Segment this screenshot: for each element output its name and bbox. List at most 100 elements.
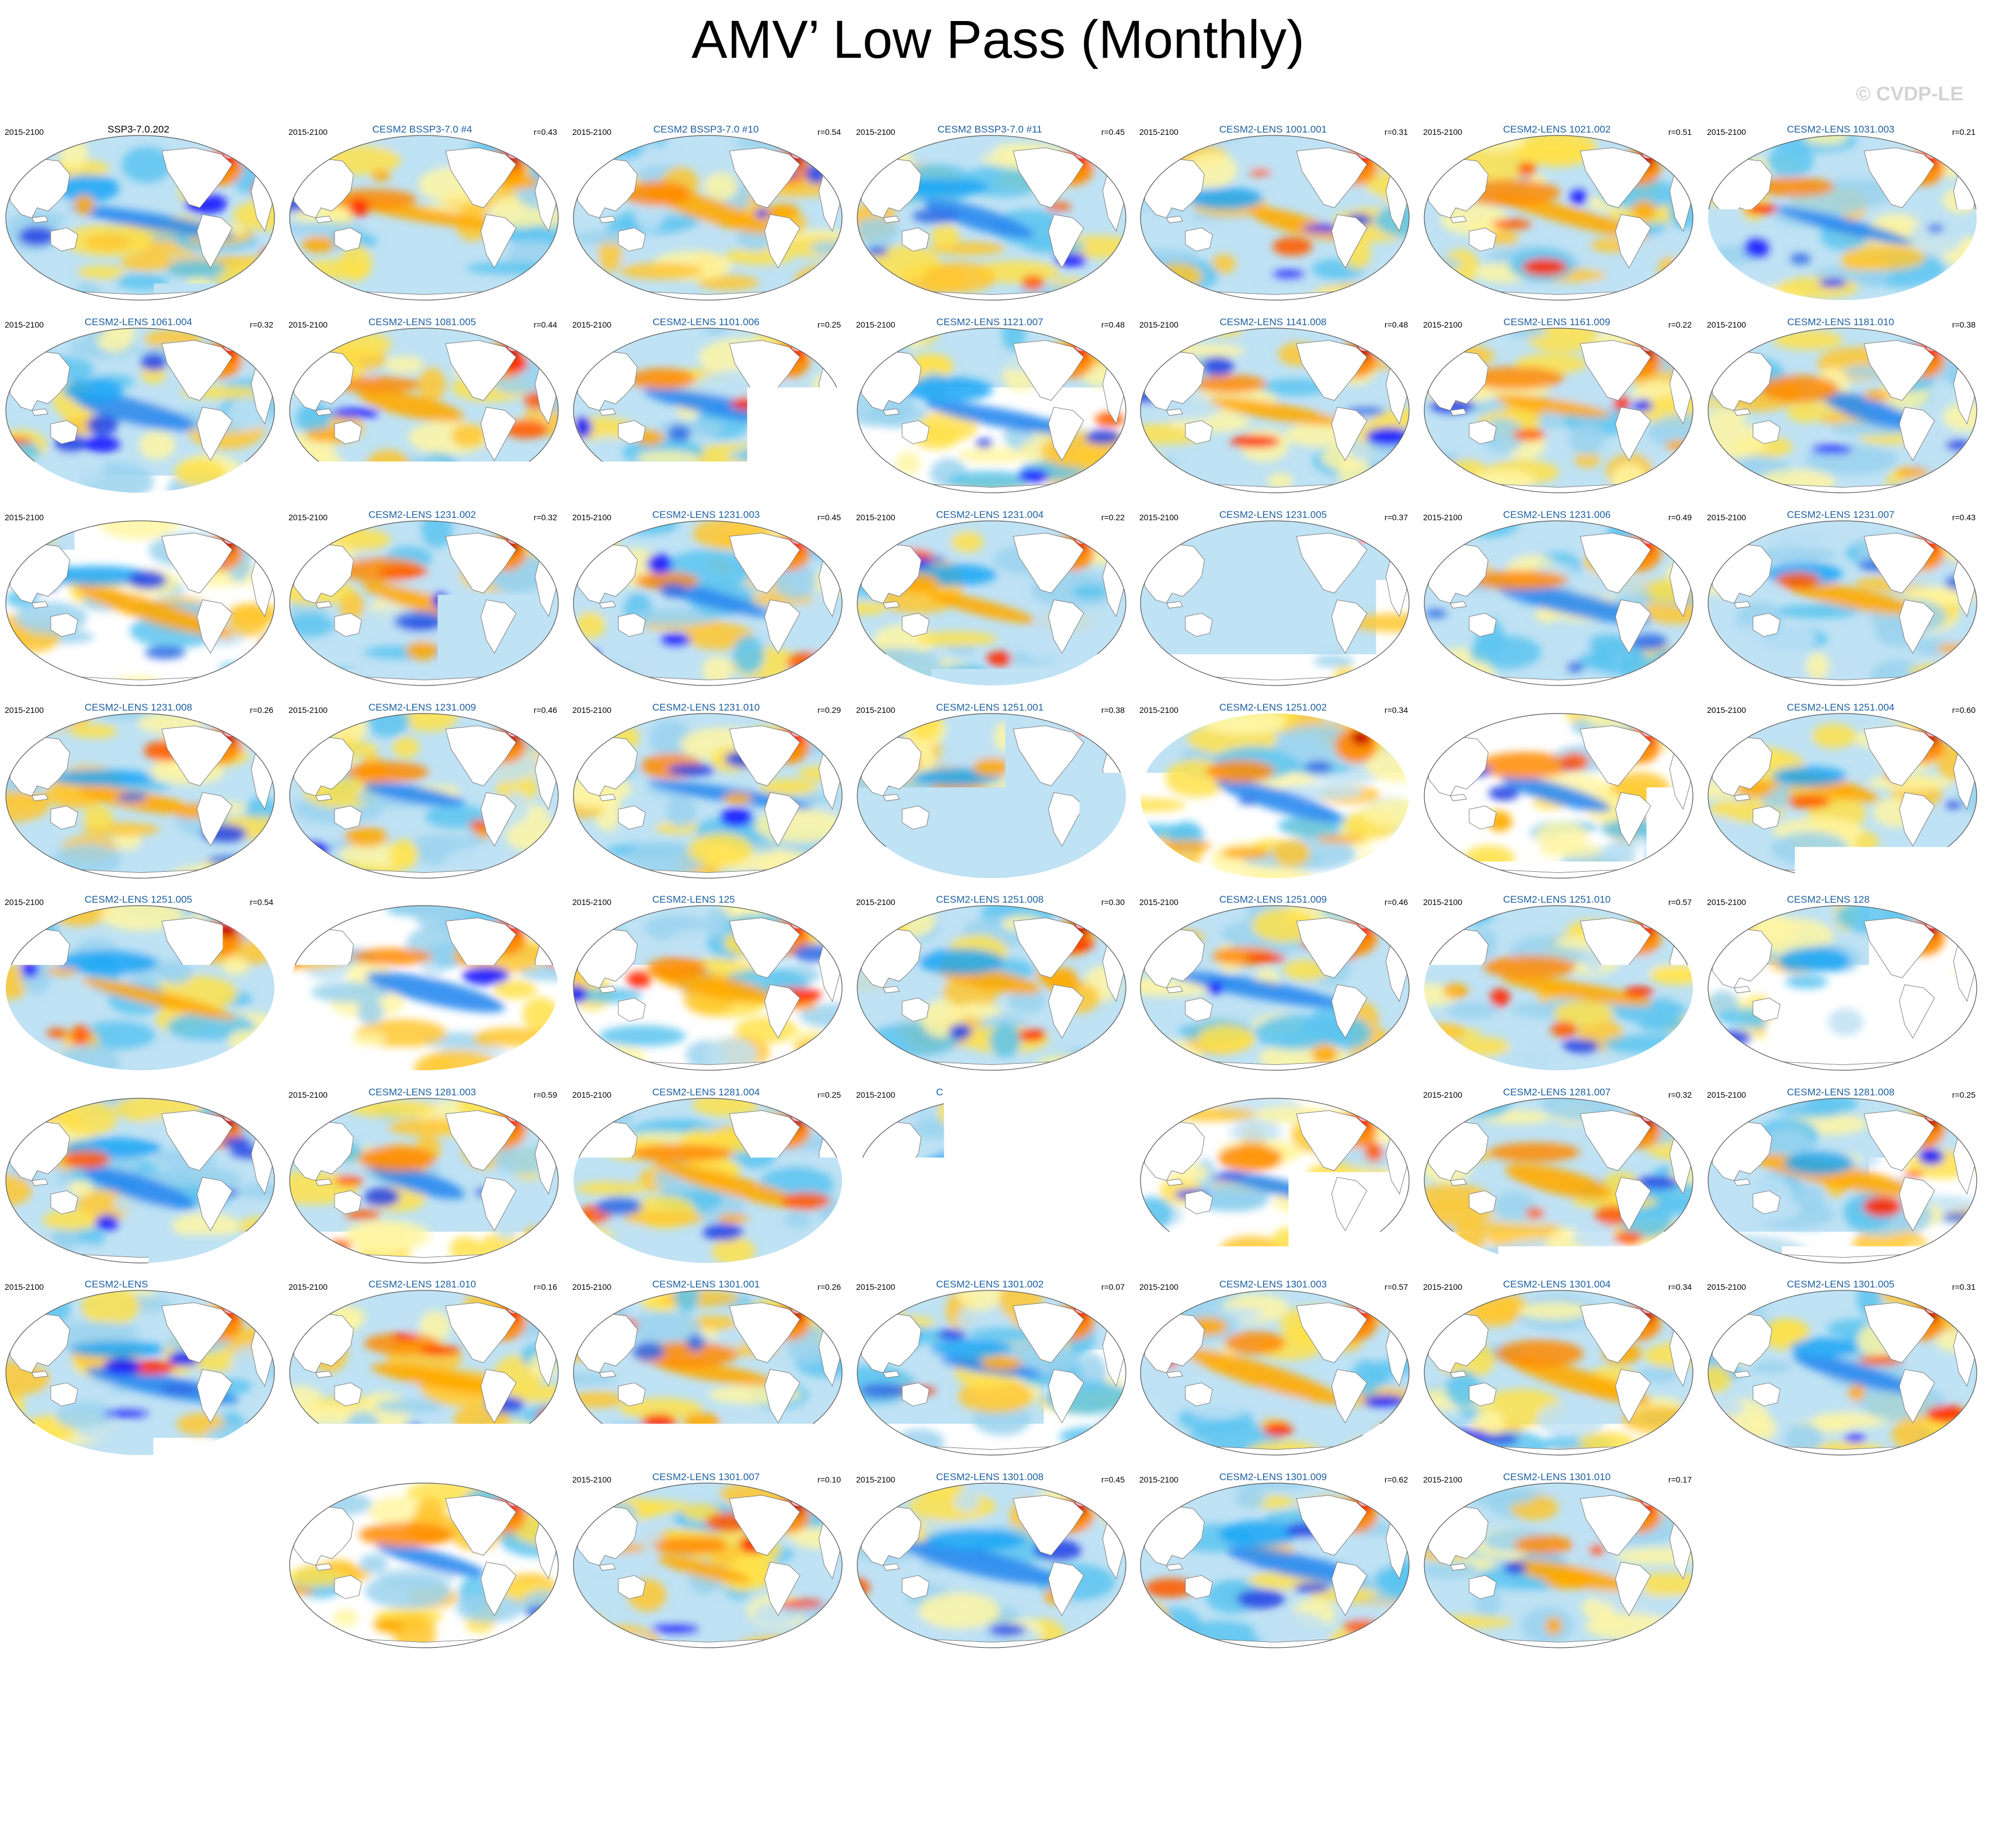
sst-anomaly-map xyxy=(856,1482,1127,1649)
colorbar-swatch xyxy=(767,1700,844,1738)
panel-title: CESM2-LENS 1021.002 xyxy=(1418,124,1695,135)
sst-anomaly-map xyxy=(5,134,276,301)
sst-anomaly-map xyxy=(288,327,559,494)
panel-title: CESM2-LENS 1231.009 xyxy=(284,702,561,714)
colorbar-swatch xyxy=(844,1700,922,1738)
map-panel: 2015-2100 CESM2-LENS 1141.008 r=0.48 xyxy=(1135,313,1411,500)
panel-title: CESM2-LENS 1301.003 xyxy=(1135,1279,1411,1290)
sst-anomaly-map xyxy=(856,520,1127,687)
map-panel: 2015-2100 CESM2-LENS 1281.006 r=0.52 xyxy=(1135,1083,1411,1270)
map-panel: 2015-2100 CESM2-LENS 1281.009 r=0.34 xyxy=(0,1275,277,1462)
panel-title: CESM2-LENS 1251.004 xyxy=(1702,702,1979,714)
sst-anomaly-map xyxy=(5,520,276,687)
map-panel: 2015-2100 CESM2-LENS 1281.008 r=0.25 xyxy=(1702,1083,1979,1270)
map-panel: 2015-2100 CESM2-LENS 1281.005 r=0.59 xyxy=(851,1083,1128,1270)
panel-title: CESM2-LENS 1251.006 xyxy=(284,894,561,906)
map-panel: 2015-2100 CESM2-LENS 1281.007 r=0.32 xyxy=(1418,1083,1695,1270)
map-panel: 2015-2100 CESM2-LENS 1301.004 r=0.34 xyxy=(1418,1275,1695,1462)
map-panel: 2015-2100 CESM2-LENS 1101.006 r=0.25 xyxy=(568,313,844,500)
panel-title: CESM2-LENS 1231.003 xyxy=(568,509,844,521)
map-panel: 2015-2100 CESM2-LENS 1251.002 r=0.34 xyxy=(1135,698,1411,885)
panel-title: CESM2-LENS 1281.005 xyxy=(851,1087,1128,1098)
colorbar-swatch xyxy=(690,1700,767,1738)
sst-anomaly-map xyxy=(1423,1482,1694,1649)
map-panel: 2015-2100 CESM2-LENS 1231.010 r=0.29 xyxy=(568,698,844,885)
sst-anomaly-map xyxy=(5,1097,276,1264)
panel-title: CESM2-LENS 1301.010 xyxy=(1418,1471,1695,1483)
colorbar-tick-labels: -4 -3.2 -2.4 -1.6 -0.8 0 0.8 1.6 2.4 3.2 4 xyxy=(0,1748,1996,1801)
panel-title: CESM2-LENS 1141.008 xyxy=(1135,316,1411,328)
colorbar-tick-label: -4 xyxy=(208,1748,245,1795)
sst-anomaly-map xyxy=(1423,712,1694,879)
sst-anomaly-map xyxy=(572,712,843,879)
map-panel: 2015-2100 CESM2-LENS 1281.002 r=0.22 xyxy=(0,1083,277,1270)
panel-title: CESM2-LENS 1161.009 xyxy=(1418,316,1695,328)
colorbar-swatch xyxy=(1461,1700,1539,1738)
sst-anomaly-map xyxy=(1139,134,1410,301)
sst-anomaly-map xyxy=(1707,1289,1978,1456)
colorbar-tick-label: 3.2 xyxy=(1587,1748,1643,1795)
panel-title: CESM2-LENS 1061.004 xyxy=(0,316,277,328)
map-panel: 2015-2100 CESM2-LENS 1231.002 r=0.32 xyxy=(284,506,561,692)
map-panel: 2015-2100 SSP3-7.0.202 xyxy=(0,120,277,307)
sst-anomaly-map xyxy=(1139,1289,1410,1456)
sst-anomaly-map xyxy=(1707,520,1978,687)
map-panel-grid: 2015-2100 SSP3-7.0.202 2015-2100 CESM2 BSSP… xyxy=(0,0,1996,1670)
map-panel: 2015-2100 CESM2-LENS 1251.008 r=0.30 xyxy=(851,890,1128,1077)
map-panel: 2015-2100 CESM2-LENS 1251.004 r=0.60 xyxy=(1702,698,1979,885)
sst-anomaly-map xyxy=(572,520,843,687)
colorbar xyxy=(149,1700,1847,1738)
map-panel: 2015-2100 CESM2-LENS 1231.004 r=0.22 xyxy=(851,506,1128,692)
panel-title: CESM2-LENS 1301.008 xyxy=(851,1471,1128,1483)
colorbar-swatch xyxy=(1152,1700,1230,1738)
panel-title: CESM2-LENS 1251.001 xyxy=(851,702,1128,714)
map-panel: 2015-2100 CESM2-LENS 1301.009 r=0.62 xyxy=(1135,1468,1411,1655)
sst-anomaly-map xyxy=(856,134,1127,301)
map-panel: 2015-2100 CESM2-LENS 1031.003 r=0.21 xyxy=(1702,120,1979,307)
colorbar-swatch xyxy=(458,1700,535,1738)
sst-anomaly-map xyxy=(1707,904,1978,1071)
panel-title: CESM2-LENS 1231.008 xyxy=(0,702,277,714)
panel-title: CESM2-LENS 1031.003 xyxy=(1702,124,1979,135)
colorbar-tick-label: 1.6 xyxy=(1278,1748,1335,1795)
sst-anomaly-map xyxy=(1707,327,1978,494)
colorbar-swatch xyxy=(381,1700,458,1738)
map-panel: 2015-2100 CESM2 BSSP3-7.0 #4 r=0.43 xyxy=(284,120,561,307)
colorbar-tick-label: -0.8 xyxy=(808,1748,879,1795)
colorbar-swatch xyxy=(149,1700,227,1738)
map-panel: 2015-2100 CESM2 BSSP3-7.0 #11 r=0.45 xyxy=(851,120,1128,307)
map-panel: 2015-2100 CESM2-LENS 1061.004 r=0.32 xyxy=(0,313,277,500)
colorbar-swatch xyxy=(1075,1700,1153,1738)
map-panel: 2015-2100 CESM2-LENS 1281.010 r=0.16 xyxy=(284,1275,561,1462)
sst-anomaly-map xyxy=(572,327,843,494)
sst-anomaly-map xyxy=(5,904,276,1071)
sst-anomaly-map xyxy=(1139,327,1410,494)
panel-title: CESM2-LENS 1281.002 xyxy=(0,1087,277,1098)
sst-anomaly-map xyxy=(1423,1097,1694,1264)
panel-title: CESM2-LENS 1281.004 xyxy=(568,1087,844,1098)
colorbar-swatch xyxy=(1306,1700,1384,1738)
panel-title: CESM2-LENS 1251.003 xyxy=(1418,702,1695,714)
map-panel: 2015-2100 CESM2-LENS 1231.009 r=0.46 xyxy=(284,698,561,885)
sst-anomaly-map xyxy=(572,134,843,301)
colorbar-units-label: C xyxy=(0,1794,1996,1843)
panel-title: CESM2-LENS 1231.004 xyxy=(851,509,1128,521)
panel-title: CESM2-LENS 1231.006 xyxy=(1418,509,1695,521)
sst-anomaly-map xyxy=(5,712,276,879)
map-panel: 2015-2100 CESM2-LENS 1001.001 r=0.31 xyxy=(1135,120,1411,307)
map-panel: 2015-2100 CESM2-LENS 1301.006 r=0.55 xyxy=(284,1468,561,1655)
colorbar-swatch xyxy=(1615,1700,1693,1738)
sst-anomaly-map xyxy=(5,1289,276,1456)
panel-title: CESM2-LENS 1301.005 xyxy=(1702,1279,1979,1290)
sst-anomaly-map xyxy=(856,904,1127,1071)
panel-title: CESM2-LENS 1281.006 xyxy=(1135,1087,1411,1098)
colorbar-swatch xyxy=(1692,1700,1770,1738)
colorbar-swatch xyxy=(1229,1700,1307,1738)
panel-title: CESM2-LENS 1301.009 xyxy=(1135,1471,1411,1483)
colorbar-swatch xyxy=(1769,1700,1847,1738)
sst-anomaly-map xyxy=(1423,1289,1694,1456)
panel-title: CESM2-LENS 1101.006 xyxy=(568,316,844,328)
panel-title: CESM2-LENS 1301.001 xyxy=(568,1279,844,1290)
panel-title: CESM2-LENS 1301.002 xyxy=(851,1279,1128,1290)
colorbar-swatch xyxy=(1538,1700,1616,1738)
